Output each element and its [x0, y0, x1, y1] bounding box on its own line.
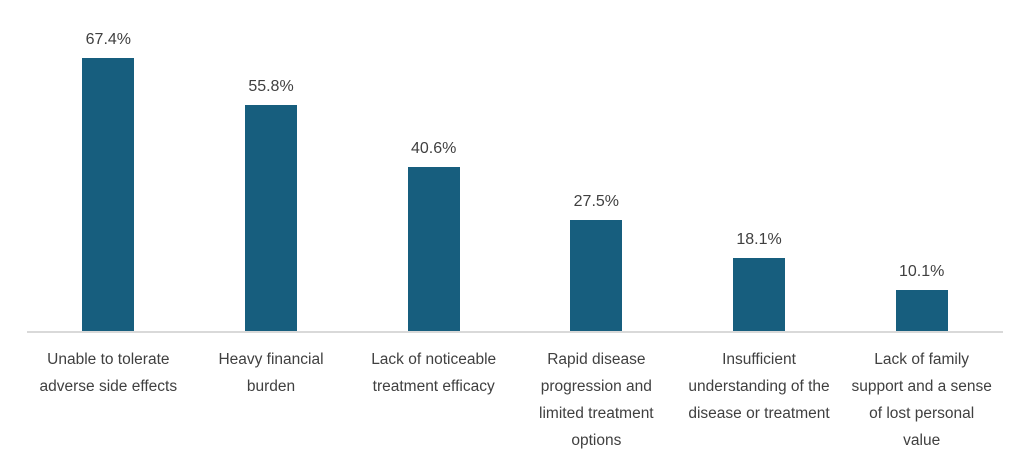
category-labels-row: Unable to tolerate adverse side effects H… — [27, 333, 1003, 454]
bars-row: 67.4% 55.8% 40.6% 27.5% 18.1% 10.1% — [27, 0, 1003, 331]
bar-column: 67.4% — [27, 0, 190, 331]
bar-column: 18.1% — [678, 0, 841, 331]
bar-column: 10.1% — [840, 0, 1003, 331]
category-label: Lack of family support and a sense of lo… — [851, 351, 992, 449]
category-label-cell: Unable to tolerate adverse side effects — [27, 333, 190, 400]
category-label: Insufficient understanding of the diseas… — [688, 351, 830, 422]
category-label: Unable to tolerate adverse side effects — [39, 351, 178, 395]
bar-value-label: 27.5% — [573, 193, 620, 210]
bar — [407, 167, 460, 331]
category-label: Rapid disease progression and limited tr… — [539, 351, 654, 449]
bar — [570, 220, 623, 331]
bar — [733, 258, 786, 331]
category-label-cell: Lack of noticeable treatment efficacy — [352, 333, 515, 400]
bar-value-label: 40.6% — [410, 140, 457, 157]
category-label: Lack of noticeable treatment efficacy — [371, 351, 497, 395]
category-label-cell: Rapid disease progression and limited tr… — [515, 333, 678, 454]
category-label: Heavy financial burden — [218, 351, 324, 395]
plot-area: 67.4% 55.8% 40.6% 27.5% 18.1% 10.1% Unable to… — [27, 0, 1003, 454]
bar-value-label: 67.4% — [85, 31, 132, 48]
bar-column: 27.5% — [515, 0, 678, 331]
bar-value-label: 18.1% — [736, 231, 782, 248]
x-axis-line — [27, 331, 1003, 333]
bar — [82, 58, 135, 331]
bar-value-label: 55.8% — [248, 78, 294, 95]
bar-column: 40.6% — [352, 0, 515, 331]
bar-value-label: 10.1% — [899, 263, 945, 280]
bar-column: 55.8% — [190, 0, 353, 331]
category-label-cell: Insufficient understanding of the diseas… — [678, 333, 841, 427]
bar — [895, 290, 948, 331]
bar — [245, 105, 297, 331]
category-label-cell: Heavy financial burden — [190, 333, 353, 400]
category-label-cell: Lack of family support and a sense of lo… — [840, 333, 1003, 454]
